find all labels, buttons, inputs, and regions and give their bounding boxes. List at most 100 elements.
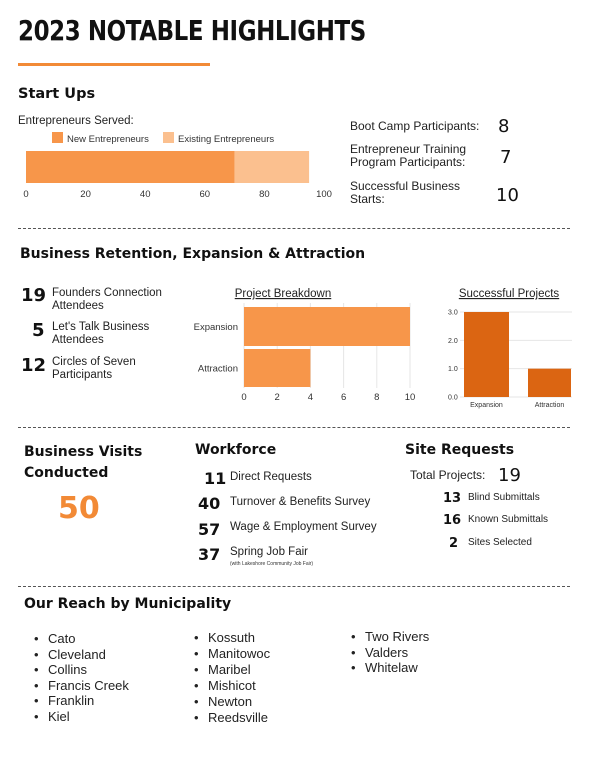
x-tick-label: 4 xyxy=(308,392,313,403)
legend-swatch-new xyxy=(52,132,63,143)
circles-label: Circles of Seven Participants xyxy=(52,356,136,382)
municipality-item: Whitelaw xyxy=(349,660,429,676)
workforce-heading: Workforce xyxy=(195,442,277,458)
success-bar xyxy=(464,312,509,397)
legend-label-existing: Existing Entrepreneurs xyxy=(178,134,275,145)
x-tick-label: 100 xyxy=(316,189,332,200)
site-total-value: 19 xyxy=(498,465,521,486)
workforce-jobfair-value: 37 xyxy=(198,545,221,564)
site-blind-label: Blind Submittals xyxy=(468,492,540,503)
success-bar xyxy=(528,368,571,397)
municipality-item: Kiel xyxy=(32,709,129,725)
founders-label-line2: Attendees xyxy=(52,300,104,312)
x-tick-label: 10 xyxy=(405,392,416,403)
lets-talk-label-line2: Attendees xyxy=(52,334,104,346)
site-selected-label: Sites Selected xyxy=(468,537,532,548)
municipality-item: Mishicot xyxy=(192,678,270,694)
lets-talk-label: Let's Talk Business Attendees xyxy=(52,321,149,347)
section-divider xyxy=(18,228,570,229)
training-value: 7 xyxy=(500,147,512,168)
founders-label-line1: Founders Connection xyxy=(52,287,162,299)
y-category-label: Expansion xyxy=(194,322,238,333)
site-known-value: 16 xyxy=(443,513,462,528)
x-category-label: Expansion xyxy=(470,402,503,409)
successful-projects-chart: Successful Projects 0.0 1.0 2.0 3.0 Expansion… xyxy=(448,288,572,409)
business-starts-label-line1: Successful Business xyxy=(350,179,461,193)
municipality-item: Newton xyxy=(192,694,270,710)
site-blind-value: 13 xyxy=(443,491,462,506)
bootcamp-value: 8 xyxy=(498,116,510,137)
site-total-label: Total Projects: xyxy=(410,468,486,482)
training-label: Entrepreneur Training Program Participan… xyxy=(350,143,466,169)
municipality-item: Kossuth xyxy=(192,630,270,646)
x-tick-label: 60 xyxy=(200,189,211,200)
site-known-label: Known Submittals xyxy=(468,514,549,525)
title-underline xyxy=(18,63,210,66)
workforce-wage-value: 57 xyxy=(198,520,221,539)
legend-swatch-existing xyxy=(163,132,174,143)
chart-title: Project Breakdown xyxy=(235,288,332,300)
business-starts-value: 10 xyxy=(496,185,519,206)
municipality-list-col2: Kossuth Manitowoc Maribel Mishicot Newto… xyxy=(192,630,270,726)
x-tick-label: 0 xyxy=(241,392,246,403)
chart-title: Successful Projects xyxy=(459,288,560,300)
site-requests-heading: Site Requests xyxy=(405,442,515,458)
startups-heading: Start Ups xyxy=(18,86,96,102)
workforce-direct-label: Direct Requests xyxy=(230,471,312,483)
x-tick-label: 0 xyxy=(23,189,28,200)
section-divider xyxy=(18,427,570,428)
training-label-line1: Entrepreneur Training xyxy=(350,142,467,156)
municipality-list-col3: Two Rivers Valders Whitelaw xyxy=(349,629,429,676)
workforce-turnover-value: 40 xyxy=(198,494,221,513)
x-tick-label: 2 xyxy=(275,392,280,403)
entrepreneurs-bar-segment xyxy=(234,151,310,183)
visits-heading: Business Visits Conducted xyxy=(24,442,142,484)
municipality-item: Collins xyxy=(32,662,129,678)
training-label-line2: Program Participants: xyxy=(350,155,466,169)
y-tick-label: 3.0 xyxy=(448,310,458,317)
site-selected-value: 2 xyxy=(449,536,459,551)
visits-heading-line1: Business Visits xyxy=(24,444,143,460)
circles-value: 12 xyxy=(21,355,47,376)
circles-label-line1: Circles of Seven xyxy=(52,356,136,368)
business-starts-label-line2: Starts: xyxy=(350,192,385,206)
municipality-item: Franklin xyxy=(32,693,129,709)
visits-value: 50 xyxy=(58,491,100,526)
circles-label-line2: Participants xyxy=(52,369,113,381)
entrepreneurs-chart: 0 20 40 60 80 100 xyxy=(23,151,332,200)
breakdown-bar xyxy=(244,307,410,346)
breakdown-bar xyxy=(244,349,311,387)
section-divider xyxy=(18,586,570,587)
municipality-item: Valders xyxy=(349,645,429,661)
visits-heading-line2: Conducted xyxy=(24,465,109,481)
entrepreneurs-bar-segment xyxy=(26,151,235,183)
y-category-label: Attraction xyxy=(198,364,238,375)
x-tick-label: 8 xyxy=(374,392,379,403)
retention-heading: Business Retention, Expansion & Attracti… xyxy=(20,246,366,262)
y-tick-label: 2.0 xyxy=(448,338,458,345)
municipality-item: Two Rivers xyxy=(349,629,429,645)
y-tick-label: 1.0 xyxy=(448,366,458,373)
municipality-item: Reedsville xyxy=(192,710,270,726)
founders-label: Founders Connection Attendees xyxy=(52,287,162,313)
y-tick-label: 0.0 xyxy=(448,395,458,402)
founders-value: 19 xyxy=(21,285,47,306)
legend-existing-entrepreneurs: Existing Entrepreneurs xyxy=(163,132,274,145)
municipality-item: Manitowoc xyxy=(192,646,270,662)
lets-talk-label-line1: Let's Talk Business xyxy=(52,321,150,333)
workforce-jobfair-note: (with Lakeshore Community Job Fair) xyxy=(230,561,314,567)
x-tick-label: 6 xyxy=(341,392,346,403)
municipality-item: Francis Creek xyxy=(32,678,129,694)
workforce-wage-label: Wage & Employment Survey xyxy=(230,521,377,533)
bootcamp-label: Boot Camp Participants: xyxy=(350,119,480,133)
x-tick-label: 80 xyxy=(259,189,270,200)
legend-new-entrepreneurs: New Entrepreneurs xyxy=(52,132,149,145)
page-title: 2023 NOTABLE HIGHLIGHTS xyxy=(18,14,366,47)
municipality-item: Maribel xyxy=(192,662,270,678)
legend-label-new: New Entrepreneurs xyxy=(67,134,149,145)
municipality-list-col1: Cato Cleveland Collins Francis Creek Fra… xyxy=(32,631,129,725)
workforce-jobfair-label: Spring Job Fair xyxy=(230,546,308,558)
municipality-item: Cato xyxy=(32,631,129,647)
workforce-turnover-label: Turnover & Benefits Survey xyxy=(230,496,371,508)
business-starts-label: Successful Business Starts: xyxy=(350,180,460,206)
